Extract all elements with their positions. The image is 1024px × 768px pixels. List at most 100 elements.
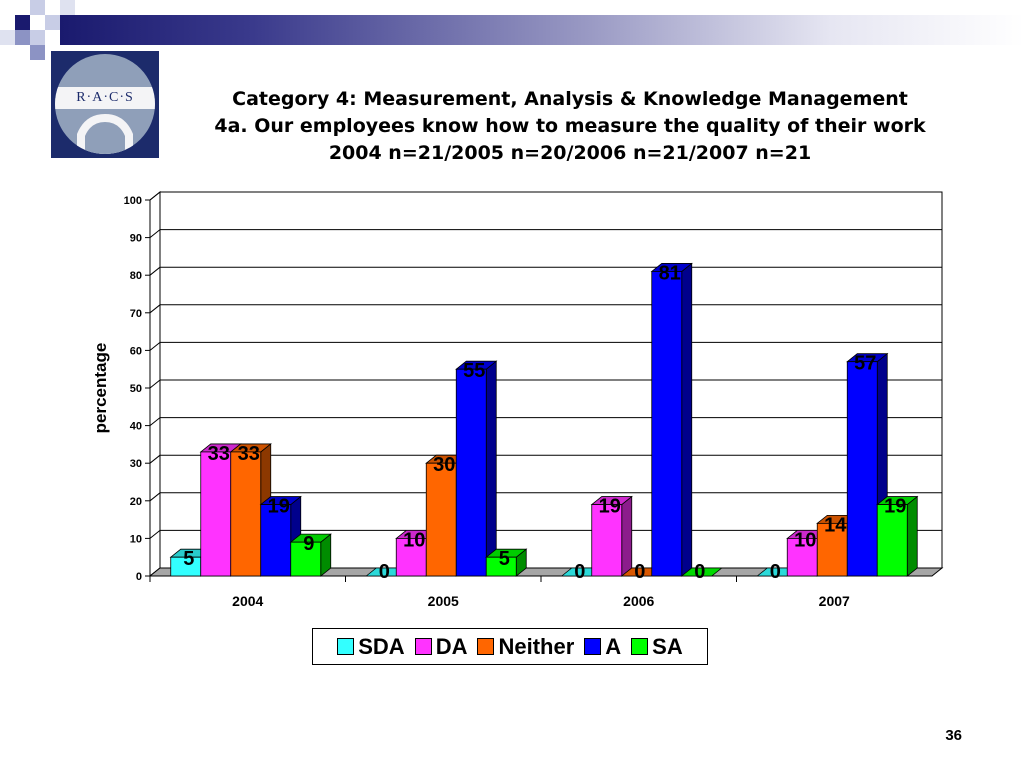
header-square-light-4	[60, 0, 75, 15]
y-tick-label: 50	[130, 383, 142, 395]
title-line-1: Category 4: Measurement, Analysis & Know…	[232, 88, 908, 110]
y-tick-label: 0	[136, 571, 142, 583]
legend-item-sda: SDA	[337, 633, 405, 660]
header-square-mid-1	[15, 30, 30, 45]
bar-da	[786, 538, 818, 577]
data-label-sa: 0	[694, 561, 705, 583]
gridline-side	[149, 191, 161, 201]
data-label-neither: 30	[433, 454, 455, 476]
data-label-a: 81	[659, 262, 681, 284]
gridline-side	[149, 229, 161, 238]
bar-sa	[680, 567, 723, 577]
bar-a	[846, 361, 878, 577]
legend-item-a: A	[584, 634, 621, 660]
header-square-light-3	[30, 30, 45, 45]
y-tick-label: 100	[124, 195, 142, 207]
gridline-side	[149, 492, 161, 502]
header-square-dark-1	[15, 15, 30, 30]
bar-side-a	[485, 360, 497, 577]
y-tick-label: 20	[130, 496, 142, 508]
header-gradient-bar	[60, 15, 1024, 45]
legend-item-sa: SA	[631, 634, 683, 660]
header-square-light-2	[45, 15, 60, 30]
legend-item-da: DA	[414, 633, 468, 660]
title-line-2: 4a. Our employees know how to measure th…	[214, 115, 926, 137]
bar-neither	[816, 522, 848, 577]
bar-sa	[290, 541, 322, 577]
bar-a	[651, 271, 683, 577]
legend-label: A	[605, 633, 622, 659]
y-axis-label: percentage	[91, 343, 110, 434]
bar-side-sa	[906, 495, 918, 577]
legend-swatch	[477, 638, 495, 655]
y-tick-label: 60	[130, 345, 142, 357]
legend-label: SA	[652, 633, 683, 659]
racs-logo: R·A·C·S	[51, 51, 159, 158]
bar-side-da	[621, 495, 633, 577]
header-square-mid-3	[30, 45, 45, 60]
data-label-sa: 9	[303, 533, 314, 555]
gridline-side	[149, 304, 161, 314]
x-tick-label: 2004	[232, 593, 263, 609]
logo-arch	[77, 114, 133, 154]
bar-neither	[230, 451, 262, 577]
x-tick-label: 2005	[428, 593, 459, 609]
legend-label: SDA	[358, 633, 405, 659]
bar-a	[260, 504, 292, 577]
legend-swatch	[631, 638, 649, 655]
bar-neither	[425, 462, 457, 577]
chart-bars	[169, 262, 919, 577]
y-tick-label: 30	[130, 458, 142, 470]
gridline-side	[149, 266, 161, 276]
legend-label: Neither	[498, 633, 575, 659]
y-tick-label: 10	[130, 533, 142, 545]
header-square-light-1	[30, 0, 45, 15]
data-label-a: 55	[463, 360, 485, 382]
gridline-side	[149, 454, 161, 464]
chart-legend: SDA DA Neither A SA	[312, 628, 708, 665]
legend-swatch	[584, 638, 602, 655]
data-label-sa: 19	[884, 496, 906, 518]
legend-swatch	[414, 638, 432, 655]
bar-da	[395, 538, 427, 577]
x-tick-label: 2007	[819, 593, 850, 609]
gridline-side	[149, 379, 161, 389]
data-label-da: 33	[208, 443, 230, 465]
data-label-a: 57	[854, 353, 876, 375]
legend-swatch	[337, 638, 355, 655]
slide-title: Category 4: Measurement, Analysis & Know…	[190, 86, 950, 167]
bar-da	[200, 451, 232, 577]
data-label-neither: 14	[824, 514, 847, 536]
gridline-side	[149, 342, 161, 351]
gridline-side	[149, 530, 161, 539]
bar-a	[455, 368, 487, 577]
logo-text: R·A·C·S	[76, 90, 134, 105]
legend-item-neither: Neither	[477, 634, 574, 660]
data-label-a: 19	[268, 496, 290, 518]
bar-sa	[876, 504, 908, 577]
x-tick-label: 2006	[623, 593, 654, 609]
data-label-neither: 0	[634, 561, 645, 583]
page-number: 36	[945, 727, 962, 744]
data-label-neither: 33	[238, 443, 260, 465]
bar-sa	[485, 556, 517, 577]
logo-circle: R·A·C·S	[55, 54, 155, 154]
data-label-da: 19	[599, 496, 621, 518]
logo-band	[55, 87, 155, 109]
header-square-mid-2	[0, 30, 15, 45]
data-label-sda: 0	[574, 561, 585, 583]
y-tick-label: 70	[130, 308, 142, 320]
title-line-3: 2004 n=21/2005 n=20/2006 n=21/2007 n=21	[328, 142, 812, 164]
data-label-sda: 0	[770, 561, 781, 583]
data-label-sda: 5	[183, 548, 194, 570]
y-tick-label: 80	[130, 270, 142, 282]
legend-label: DA	[435, 633, 468, 659]
bar-da	[591, 504, 623, 577]
y-tick-label: 90	[130, 233, 142, 245]
gridline-side	[149, 417, 161, 426]
y-tick-label: 40	[130, 421, 142, 433]
data-label-sa: 5	[499, 548, 510, 570]
bar-side-a	[681, 262, 693, 577]
